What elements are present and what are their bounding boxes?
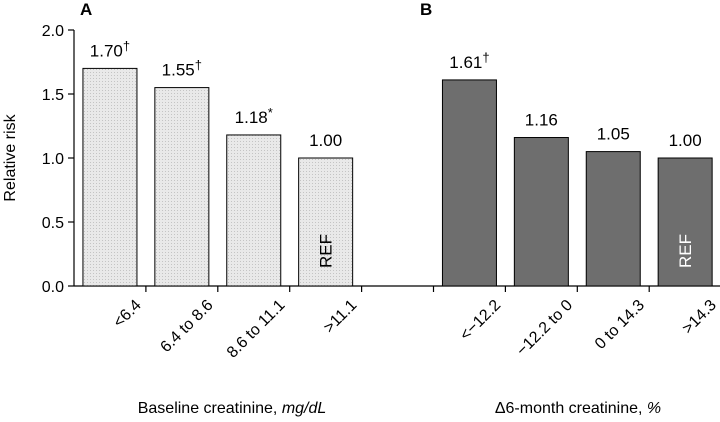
y-tick-label: 0.5 bbox=[42, 215, 64, 232]
panel-a-value-number: 1.18 bbox=[235, 108, 268, 127]
panel-a-ref-label: REF bbox=[317, 234, 336, 268]
panel-a-value-number: 1.70 bbox=[90, 41, 123, 60]
panel-a-significance-mark: † bbox=[195, 58, 202, 73]
panel-a-x-axis-unit: mg/dL bbox=[282, 400, 326, 417]
panel-a-x-axis-title-text: Baseline creatinine, bbox=[138, 400, 282, 417]
panel-a-bar bbox=[154, 87, 210, 287]
panel-b-ref-label: REF bbox=[676, 234, 695, 268]
panel-b-bar bbox=[441, 79, 497, 287]
panel-b-value-label: 1.00 bbox=[669, 131, 702, 150]
y-tick-label: 1.0 bbox=[42, 151, 64, 168]
panel-a-category-label: >11.1 bbox=[321, 297, 361, 337]
panel-a-category-label: 8.6 to 11.1 bbox=[224, 297, 289, 362]
panel-a-value-number: 1.55 bbox=[162, 61, 195, 80]
y-tick-label: 2.0 bbox=[42, 23, 64, 40]
panel-a-value-label: 1.70† bbox=[90, 38, 130, 60]
panel-b-category-label: >14.3 bbox=[679, 297, 720, 338]
panel-b-bar bbox=[657, 157, 713, 287]
panel-a-category-label: <6.4 bbox=[110, 297, 144, 331]
panel-b-x-axis-title-text: Δ6-month creatinine, bbox=[495, 400, 647, 417]
panel-b-value-label: 1.05 bbox=[597, 125, 630, 144]
panel-a-significance-mark: † bbox=[123, 38, 130, 53]
y-axis-title: Relative risk bbox=[2, 113, 19, 201]
panel-a-value-label: 1.18* bbox=[235, 105, 273, 127]
panel-b-category-label: <−12.2 bbox=[457, 297, 504, 344]
panel-a-significance-mark: * bbox=[268, 105, 273, 120]
panel-a-value-label: 1.00 bbox=[309, 131, 342, 150]
panel-b-category-label: −12.2 to 0 bbox=[513, 297, 576, 360]
panel-a-x-axis-title: Baseline creatinine, mg/dL bbox=[138, 400, 327, 417]
panel-a-bar bbox=[226, 134, 282, 287]
panel-b-bar bbox=[513, 137, 569, 287]
panel-a-bar bbox=[298, 157, 354, 287]
panel-b-value-number: 1.61 bbox=[449, 53, 482, 72]
panel-a-label: A bbox=[80, 0, 92, 19]
panel-b-label: B bbox=[420, 0, 432, 19]
panel-b-value-number: 1.05 bbox=[597, 125, 630, 144]
panel-b-x-axis-unit: % bbox=[647, 400, 661, 417]
panel-a-value-label: 1.55† bbox=[162, 58, 202, 80]
panel-b-significance-mark: † bbox=[482, 50, 489, 65]
y-tick-label: 1.5 bbox=[42, 87, 64, 104]
panel-b-bar bbox=[585, 151, 641, 287]
y-tick-label: 0.0 bbox=[42, 279, 64, 296]
panel-b-value-number: 1.16 bbox=[525, 111, 558, 130]
panel-a-bar bbox=[82, 67, 138, 287]
panel-b-value-label: 1.16 bbox=[525, 111, 558, 130]
panel-b-category-label: 0 to 14.3 bbox=[592, 297, 648, 353]
panel-b-value-label: 1.61† bbox=[449, 50, 489, 72]
panel-a-category-label: 6.4 to 8.6 bbox=[157, 297, 216, 356]
panel-b-x-axis-title: Δ6-month creatinine, % bbox=[495, 400, 661, 417]
panel-a-value-number: 1.00 bbox=[309, 131, 342, 150]
panel-b-value-number: 1.00 bbox=[669, 131, 702, 150]
